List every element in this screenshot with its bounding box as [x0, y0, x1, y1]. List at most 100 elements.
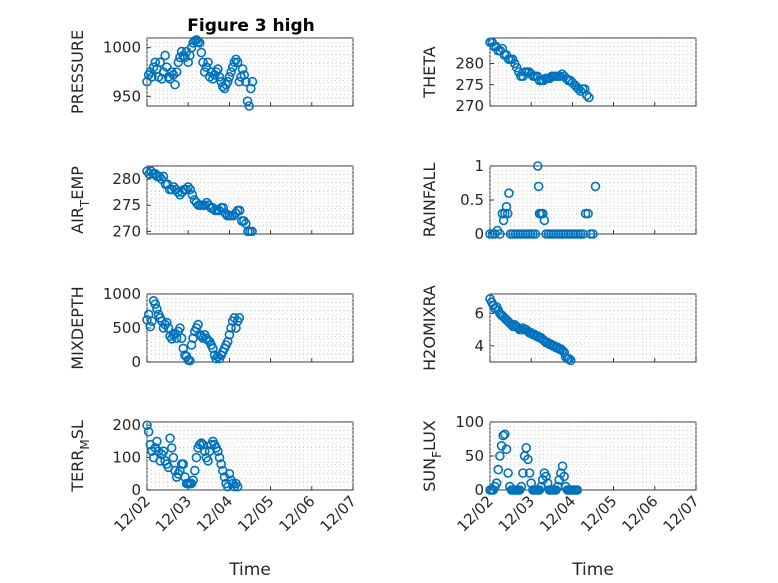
- ytick-label: 950: [112, 87, 141, 105]
- data-point: [161, 317, 172, 328]
- data-point: [194, 439, 205, 450]
- grid: [146, 166, 354, 234]
- xtick-label: 12/06: [275, 492, 318, 535]
- series-points: [485, 37, 594, 103]
- data-point: [588, 229, 598, 239]
- data-point: [143, 426, 154, 437]
- ytick-label: 6: [474, 304, 484, 322]
- data-point: [154, 171, 165, 182]
- series-points: [485, 161, 601, 239]
- data-point: [232, 481, 243, 492]
- data-point: [166, 443, 177, 453]
- xtick-label: 12/04: [193, 492, 236, 535]
- ytick-label: 0.5: [460, 191, 484, 209]
- ytick-label: 270: [112, 222, 141, 240]
- data-point: [199, 446, 210, 456]
- y-axis-label: TERRMSL: [68, 420, 92, 493]
- figure-title: Figure 3 high: [187, 16, 315, 36]
- data-point: [247, 226, 257, 237]
- data-point: [500, 429, 510, 440]
- data-point: [530, 229, 541, 239]
- data-point: [224, 469, 235, 479]
- data-point: [541, 471, 551, 482]
- data-point: [516, 481, 527, 492]
- series-points: [142, 295, 245, 366]
- data-point: [226, 67, 236, 77]
- data-point: [579, 84, 590, 94]
- data-point: [208, 343, 218, 354]
- y-axis-label-tail: SL: [68, 420, 87, 439]
- y-axis-label-main: RAINFALL: [420, 163, 439, 238]
- data-point: [565, 355, 576, 366]
- data-point: [244, 101, 254, 111]
- data-point: [150, 299, 161, 310]
- ytick-label: 4: [474, 337, 484, 355]
- data-point: [224, 72, 235, 82]
- xtick-label: 12/06: [618, 492, 661, 535]
- axes-frame: [146, 37, 354, 107]
- data-point: [500, 208, 510, 219]
- data-point: [196, 47, 207, 58]
- y-axis-label-main: MIXDEPTH: [68, 286, 87, 369]
- data-point: [495, 451, 505, 461]
- data-point: [160, 50, 170, 61]
- y-axis-label: THETA: [420, 46, 439, 98]
- data-point: [152, 436, 162, 447]
- data-point: [224, 329, 235, 340]
- y-axis-label-main: THETA: [420, 46, 439, 98]
- data-point: [203, 456, 213, 466]
- grid: [146, 38, 354, 106]
- data-point: [187, 189, 198, 200]
- data-point: [539, 215, 550, 226]
- data-point: [185, 355, 195, 366]
- data-point: [523, 454, 533, 465]
- ytick-label: 1: [474, 157, 484, 175]
- data-point: [246, 83, 256, 94]
- data-point: [178, 459, 189, 469]
- xtick-label: 12/03: [152, 492, 195, 535]
- xtick-label: 12/07: [317, 492, 360, 535]
- grid: [146, 294, 354, 362]
- data-point: [501, 444, 512, 455]
- ytick-label: 0: [474, 481, 484, 499]
- data-point: [234, 205, 245, 216]
- data-point: [232, 57, 243, 68]
- data-point: [518, 468, 528, 478]
- axes-frame: [146, 421, 354, 491]
- ytick-label: 1000: [103, 285, 141, 303]
- data-point: [227, 62, 238, 72]
- ytick-label: 0: [131, 353, 141, 371]
- data-point: [147, 316, 157, 327]
- x-axis-label: Time: [571, 560, 614, 580]
- ytick-label: 280: [455, 55, 484, 73]
- y-axis-label: PRESSURE: [68, 30, 87, 114]
- series-points: [142, 420, 243, 492]
- data-point: [199, 67, 210, 77]
- subplot-7: 0100200TERRMSL12/0212/0312/0412/0512/061…: [68, 416, 360, 580]
- data-point: [537, 208, 548, 219]
- data-point: [186, 340, 197, 350]
- data-point: [583, 208, 593, 219]
- data-point: [178, 343, 189, 354]
- subplot-5: 0 500 1000 MIXDEPTH: [68, 285, 354, 371]
- ytick-label: 275: [112, 196, 141, 214]
- data-point: [226, 323, 236, 333]
- ytick-label: 200: [112, 416, 141, 434]
- y-axis-label-main: SUN: [420, 458, 439, 492]
- data-point: [214, 452, 225, 463]
- data-point: [247, 76, 258, 87]
- ytick-label: 270: [455, 97, 484, 115]
- data-point: [242, 96, 253, 106]
- data-point: [239, 70, 250, 80]
- data-point: [171, 67, 182, 77]
- data-point: [504, 188, 514, 198]
- subplot-8: 050100SUNFLUX12/0212/0312/0412/0512/0612…: [420, 413, 703, 580]
- data-point: [572, 485, 583, 495]
- ytick-label: 0: [474, 225, 484, 243]
- y-axis-label-main: TERR: [68, 450, 87, 493]
- y-axis-label-sub: T: [78, 199, 92, 208]
- data-point: [218, 203, 229, 213]
- ytick-label: 100: [455, 413, 484, 431]
